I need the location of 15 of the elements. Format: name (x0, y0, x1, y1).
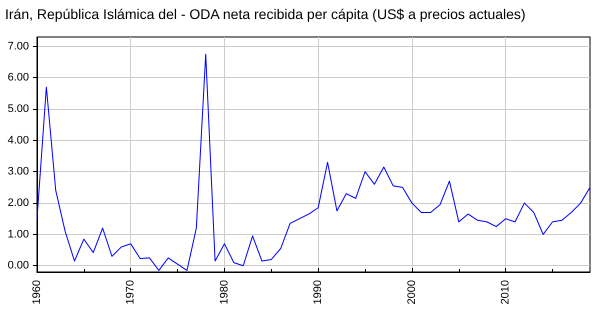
y-tick-label: 5.00 (8, 103, 29, 116)
x-tick-label: 2010 (500, 280, 512, 304)
chart-title: Irán, República Islámica del - ODA neta recibida per cápita (US$ a precios actuales) (5, 6, 526, 22)
x-tick-label: 1970 (124, 280, 137, 304)
y-tick-label: 2.00 (8, 197, 29, 210)
x-tick-label: 1960 (31, 280, 43, 304)
x-tick-label: 2000 (406, 280, 418, 304)
y-tick-label: 6.00 (8, 72, 29, 84)
y-tick-label: 4.00 (8, 134, 29, 146)
y-tick-label: 3.00 (8, 166, 29, 178)
x-tick-label: 1980 (218, 280, 230, 304)
x-tick-label: 1990 (312, 280, 324, 304)
y-tick-label: 0.00 (8, 260, 29, 272)
y-tick-label: 7.00 (8, 40, 29, 52)
y-tick-label: 1.00 (8, 228, 29, 240)
